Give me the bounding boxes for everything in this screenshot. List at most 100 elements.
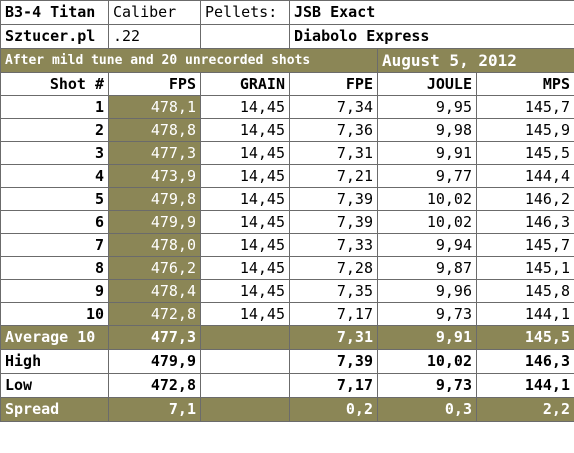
fps-cell[interactable]: 478,0 [108, 233, 201, 257]
joule-cell[interactable]: 10,02 [377, 187, 477, 211]
shot-number[interactable]: 2 [0, 118, 109, 142]
fpe-cell[interactable]: 7,34 [289, 95, 378, 119]
spread-fps[interactable]: 7,1 [108, 397, 201, 422]
grain-cell[interactable]: 14,45 [200, 210, 290, 234]
mps-cell[interactable]: 146,3 [476, 210, 574, 234]
average-fpe[interactable]: 7,31 [289, 325, 378, 350]
fps-cell[interactable]: 477,3 [108, 141, 201, 165]
caliber-label[interactable]: Caliber [108, 0, 201, 25]
fpe-cell[interactable]: 7,17 [289, 302, 378, 326]
mps-cell[interactable]: 144,4 [476, 164, 574, 188]
shot-number[interactable]: 5 [0, 187, 109, 211]
grain-cell[interactable]: 14,45 [200, 187, 290, 211]
test-date[interactable]: August 5, 2012 [377, 48, 574, 73]
high-fpe[interactable]: 7,39 [289, 349, 378, 374]
joule-cell[interactable]: 9,77 [377, 164, 477, 188]
mps-cell[interactable]: 144,1 [476, 302, 574, 326]
shot-number[interactable]: 10 [0, 302, 109, 326]
col-fpe[interactable]: FPE [289, 72, 378, 96]
joule-cell[interactable]: 9,73 [377, 302, 477, 326]
pellet-model[interactable]: Diabolo Express [289, 24, 574, 49]
fps-cell[interactable]: 473,9 [108, 164, 201, 188]
shot-number[interactable]: 3 [0, 141, 109, 165]
grain-cell[interactable]: 14,45 [200, 256, 290, 280]
mps-cell[interactable]: 145,1 [476, 256, 574, 280]
fps-cell[interactable]: 478,1 [108, 95, 201, 119]
fpe-cell[interactable]: 7,28 [289, 256, 378, 280]
grain-cell[interactable]: 14,45 [200, 164, 290, 188]
spread-mps[interactable]: 2,2 [476, 397, 574, 422]
average-fps[interactable]: 477,3 [108, 325, 201, 350]
mps-cell[interactable]: 145,8 [476, 279, 574, 303]
joule-cell[interactable]: 9,94 [377, 233, 477, 257]
low-label[interactable]: Low [0, 373, 109, 398]
fpe-cell[interactable]: 7,39 [289, 210, 378, 234]
high-label[interactable]: High [0, 349, 109, 374]
mps-cell[interactable]: 145,7 [476, 233, 574, 257]
shot-number[interactable]: 7 [0, 233, 109, 257]
col-joule[interactable]: JOULE [377, 72, 477, 96]
grain-cell[interactable]: 14,45 [200, 233, 290, 257]
low-fps[interactable]: 472,8 [108, 373, 201, 398]
shop-name[interactable]: Sztucer.pl [0, 24, 109, 49]
fps-cell[interactable]: 472,8 [108, 302, 201, 326]
grain-cell[interactable]: 14,45 [200, 95, 290, 119]
spread-label[interactable]: Spread [0, 397, 109, 422]
rifle-name[interactable]: B3-4 Titan [0, 0, 109, 25]
low-grain[interactable] [200, 373, 290, 398]
shot-number[interactable]: 8 [0, 256, 109, 280]
joule-cell[interactable]: 9,95 [377, 95, 477, 119]
joule-cell[interactable]: 9,87 [377, 256, 477, 280]
empty-cell[interactable] [200, 24, 290, 49]
joule-cell[interactable]: 9,98 [377, 118, 477, 142]
low-fpe[interactable]: 7,17 [289, 373, 378, 398]
col-fps[interactable]: FPS [108, 72, 201, 96]
fps-cell[interactable]: 478,8 [108, 118, 201, 142]
average-label[interactable]: Average 10 [0, 325, 109, 350]
spread-joule[interactable]: 0,3 [377, 397, 477, 422]
pellets-label[interactable]: Pellets: [200, 0, 290, 25]
high-fps[interactable]: 479,9 [108, 349, 201, 374]
mps-cell[interactable]: 145,5 [476, 141, 574, 165]
grain-cell[interactable]: 14,45 [200, 279, 290, 303]
fps-cell[interactable]: 476,2 [108, 256, 201, 280]
high-joule[interactable]: 10,02 [377, 349, 477, 374]
high-grain[interactable] [200, 349, 290, 374]
joule-cell[interactable]: 9,96 [377, 279, 477, 303]
grain-cell[interactable]: 14,45 [200, 302, 290, 326]
fpe-cell[interactable]: 7,35 [289, 279, 378, 303]
fpe-cell[interactable]: 7,21 [289, 164, 378, 188]
high-mps[interactable]: 146,3 [476, 349, 574, 374]
mps-cell[interactable]: 145,9 [476, 118, 574, 142]
fpe-cell[interactable]: 7,33 [289, 233, 378, 257]
fps-cell[interactable]: 478,4 [108, 279, 201, 303]
pellet-brand[interactable]: JSB Exact [289, 0, 574, 25]
grain-cell[interactable]: 14,45 [200, 118, 290, 142]
spread-grain[interactable] [200, 397, 290, 422]
fps-cell[interactable]: 479,9 [108, 210, 201, 234]
mps-cell[interactable]: 145,7 [476, 95, 574, 119]
joule-cell[interactable]: 10,02 [377, 210, 477, 234]
average-joule[interactable]: 9,91 [377, 325, 477, 350]
fpe-cell[interactable]: 7,36 [289, 118, 378, 142]
mps-cell[interactable]: 146,2 [476, 187, 574, 211]
joule-cell[interactable]: 9,91 [377, 141, 477, 165]
low-joule[interactable]: 9,73 [377, 373, 477, 398]
shot-number[interactable]: 4 [0, 164, 109, 188]
grain-cell[interactable]: 14,45 [200, 141, 290, 165]
col-grain[interactable]: GRAIN [200, 72, 290, 96]
col-shot[interactable]: Shot # [0, 72, 109, 96]
tune-note[interactable]: After mild tune and 20 unrecorded shots [0, 48, 378, 73]
low-mps[interactable]: 144,1 [476, 373, 574, 398]
spread-fpe[interactable]: 0,2 [289, 397, 378, 422]
col-mps[interactable]: MPS [476, 72, 574, 96]
average-grain[interactable] [200, 325, 290, 350]
caliber-value[interactable]: .22 [108, 24, 201, 49]
fpe-cell[interactable]: 7,39 [289, 187, 378, 211]
average-mps[interactable]: 145,5 [476, 325, 574, 350]
fps-cell[interactable]: 479,8 [108, 187, 201, 211]
shot-number[interactable]: 9 [0, 279, 109, 303]
shot-number[interactable]: 6 [0, 210, 109, 234]
shot-number[interactable]: 1 [0, 95, 109, 119]
fpe-cell[interactable]: 7,31 [289, 141, 378, 165]
